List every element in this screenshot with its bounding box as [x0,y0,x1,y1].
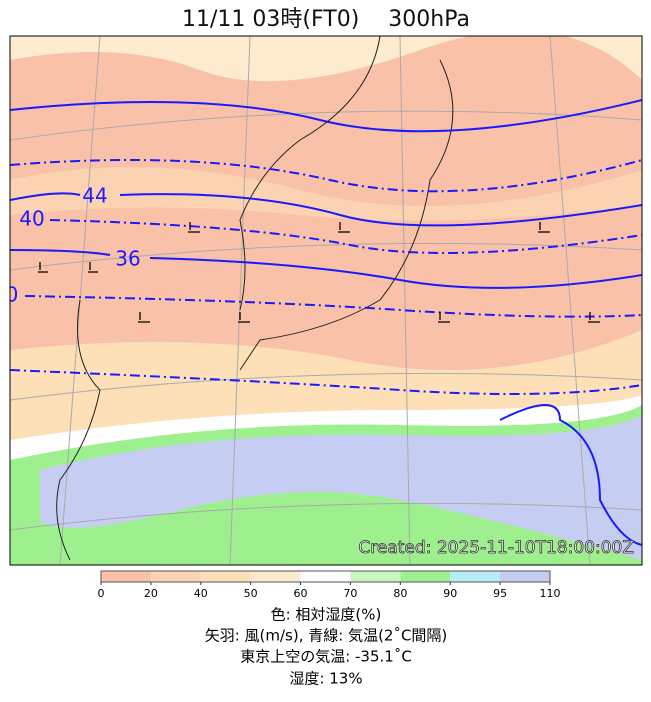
colorbar-segment [200,571,251,582]
colorbar-tick-label: 60 [294,587,308,600]
caption-line: 湿度: 13% [289,670,362,688]
map-frame [9,35,643,566]
map: 44 40 36 0 Created: 2025-11-10T18:00:00Z [6,36,642,565]
contour-label: 40 [19,207,44,231]
caption-line: 矢羽: 風(m/s), 青線: 気温(2˚C間隔) [205,627,448,645]
colorbar-tick-label: 20 [144,587,158,600]
colorbar-tick-label: 95 [493,587,507,600]
colorbar-segment [500,571,550,582]
colorbar-tick-label: 0 [98,587,105,600]
colorbar-segment [450,571,501,582]
colorbar-tick-label: 80 [393,587,407,600]
graticule [10,36,642,565]
colorbar: 0 20 40 50 60 70 80 90 95 110 [98,570,561,600]
colorbar-frame [100,570,551,583]
caption-line: 色: 相対湿度(%) [271,606,382,624]
colorbar-tick-label: 70 [343,587,357,600]
humidity-area [10,36,642,82]
colorbar-segment [250,571,301,582]
wind-barbs [38,222,600,323]
contour-label: 44 [82,184,107,208]
caption-line: 東京上空の気温: -35.1˚C [240,648,412,666]
contour-label: 0 [6,283,19,307]
colorbar-tick-label: 90 [443,587,457,600]
humidity-area [10,167,642,221]
colorbar-segment [300,571,351,582]
contour-label: 36 [115,247,140,271]
credit: Created: 2025-11-10T18:00:00Z [358,538,634,558]
colorbar-tick-label: 40 [194,587,208,600]
title: 11/11 03時(FT0) 300hPa [182,7,470,32]
colorbar-tick-label: 110 [540,587,561,600]
colorbar-segment [101,571,151,582]
colorbar-segment [400,571,451,582]
colorbar-segment [150,571,201,582]
colorbar-tick-label: 50 [244,587,258,600]
colorbar-segment [350,571,401,582]
temperature-contour [10,99,642,546]
humidity-area [40,415,642,560]
